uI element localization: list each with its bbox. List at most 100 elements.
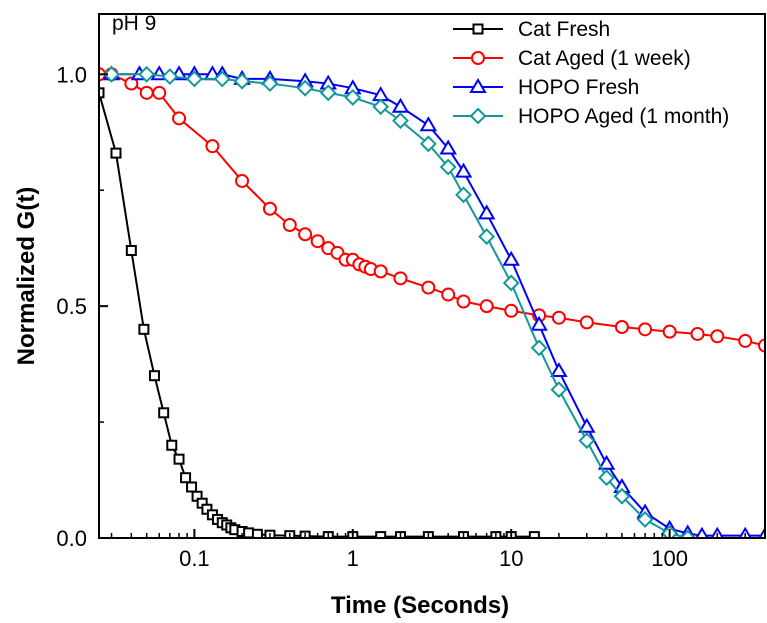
data-point	[125, 244, 137, 256]
data-point	[439, 158, 457, 176]
legend-marker	[472, 23, 484, 35]
legend-label: HOPO Aged (1 month)	[518, 105, 729, 128]
data-point	[148, 370, 160, 382]
data-point	[528, 531, 540, 538]
data-point	[152, 85, 167, 100]
x-tick-label: 0.1	[179, 546, 210, 571]
data-point	[344, 89, 362, 106]
data-point	[578, 417, 596, 433]
data-point	[392, 112, 409, 130]
data-point	[479, 299, 494, 314]
series-line	[99, 92, 535, 538]
data-point	[391, 97, 410, 113]
data-point	[310, 234, 325, 249]
data-point	[613, 487, 631, 505]
chart-annotation: pH 9	[112, 12, 156, 35]
data-point	[638, 322, 653, 337]
series-circle	[99, 67, 765, 353]
data-point	[478, 228, 496, 245]
data-point	[502, 250, 520, 266]
data-point	[166, 439, 178, 451]
series-diamond	[103, 65, 697, 538]
series-square	[99, 87, 540, 538]
y-tick-label: 1.0	[56, 62, 87, 87]
data-point	[235, 173, 250, 188]
data-point	[662, 324, 677, 339]
legend-label: Cat Fresh	[518, 18, 610, 41]
data-point	[185, 70, 203, 88]
data-point	[504, 303, 519, 318]
series-layer	[99, 65, 765, 538]
data-point	[372, 98, 390, 116]
data-point	[186, 481, 198, 493]
data-point	[439, 139, 457, 155]
data-point	[233, 72, 251, 90]
data-point	[679, 529, 697, 538]
ticks-layer: 0.1 1 10 100 0.0 0.5 1.0	[56, 62, 766, 571]
data-point	[710, 329, 725, 344]
data-point	[738, 333, 753, 348]
data-point	[598, 469, 615, 487]
legend-marker	[469, 78, 487, 93]
data-point	[477, 204, 496, 220]
data-point	[205, 139, 220, 154]
data-point	[441, 287, 456, 302]
data-point	[296, 79, 314, 97]
legend: Cat Fresh Cat Aged (1 week) HOPO Fresh HOPO…	[453, 18, 729, 128]
y-axis-title: Normalized G(t)	[13, 187, 40, 366]
data-point	[614, 320, 629, 335]
data-point	[319, 84, 337, 102]
data-point	[393, 271, 408, 286]
legend-label: Cat Aged (1 week)	[518, 47, 691, 70]
data-point	[103, 65, 120, 83]
data-point	[530, 339, 548, 357]
x-axis-title: Time (Seconds)	[331, 592, 509, 619]
data-point	[180, 472, 192, 484]
data-point	[550, 381, 568, 399]
data-point	[139, 85, 154, 100]
data-point	[419, 135, 437, 153]
data-point	[578, 432, 596, 450]
data-point	[262, 201, 277, 216]
data-point	[579, 315, 594, 330]
y-tick-label: 0.0	[56, 526, 87, 551]
legend-label: HOPO Fresh	[518, 76, 639, 99]
data-point	[138, 323, 150, 335]
data-point	[530, 315, 548, 331]
x-tick-label: 100	[651, 546, 688, 571]
data-point	[502, 274, 520, 292]
x-tick-label: 10	[499, 546, 523, 571]
data-point	[695, 526, 709, 538]
data-point	[161, 68, 179, 86]
data-point	[373, 264, 388, 279]
data-point	[213, 70, 231, 88]
data-point	[419, 116, 438, 132]
data-point	[138, 65, 156, 83]
data-point	[99, 87, 105, 99]
series-line	[111, 73, 688, 538]
legend-marker	[471, 51, 485, 65]
x-tick-label: 1	[347, 546, 359, 571]
data-point	[172, 111, 187, 126]
data-point	[375, 531, 387, 538]
data-point	[421, 280, 436, 295]
data-point	[758, 526, 765, 538]
data-point	[456, 294, 471, 309]
y-tick-label: 0.5	[56, 294, 87, 319]
data-point	[173, 453, 185, 465]
data-point	[282, 217, 297, 232]
data-point	[636, 511, 654, 528]
legend-marker	[469, 107, 487, 125]
data-point	[690, 326, 705, 341]
data-point	[158, 407, 170, 419]
data-point	[251, 528, 263, 538]
data-point	[758, 338, 765, 353]
data-point	[454, 162, 473, 178]
data-point	[110, 147, 122, 159]
data-point	[551, 310, 566, 325]
data-point	[124, 76, 139, 91]
data-point	[550, 362, 568, 378]
data-point	[261, 75, 279, 92]
data-point	[243, 527, 255, 538]
